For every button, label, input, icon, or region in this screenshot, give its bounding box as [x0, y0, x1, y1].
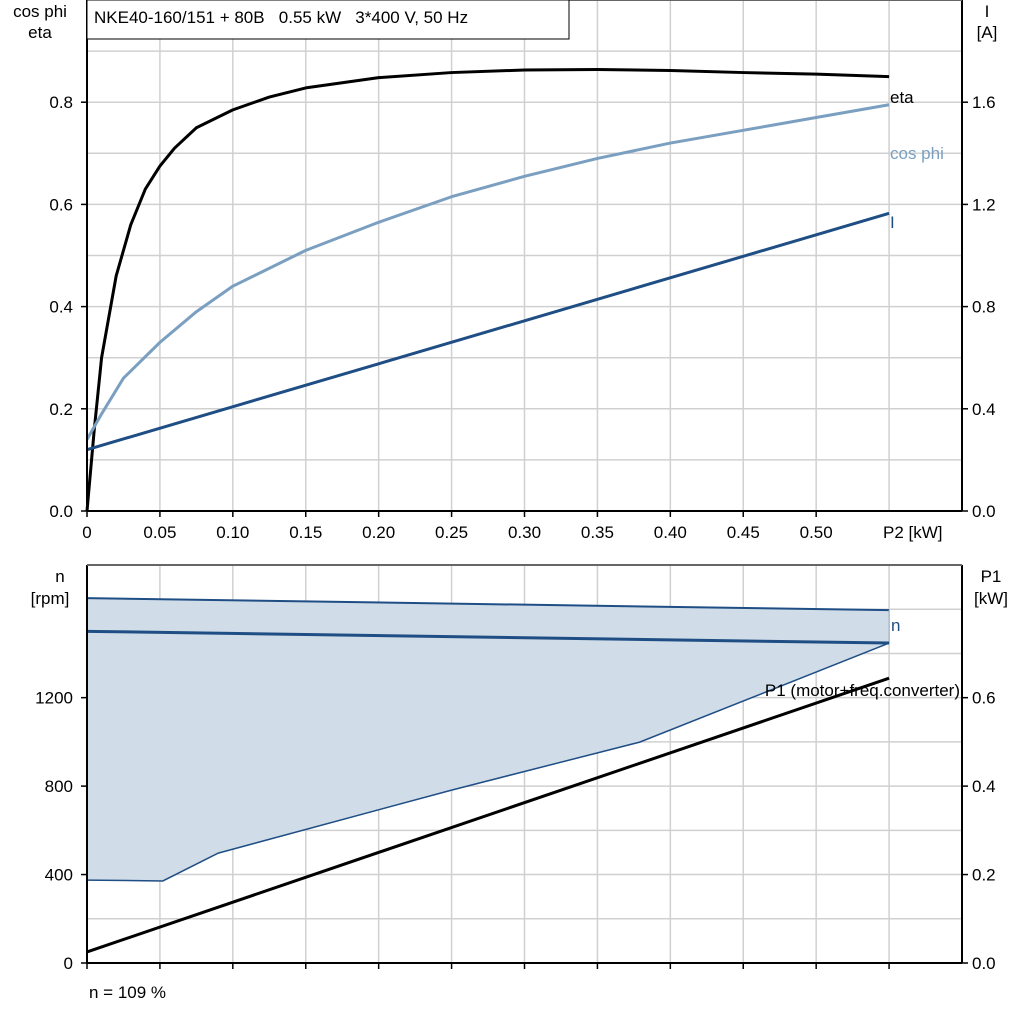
- top-left-axis-label-1: cos phi: [13, 2, 67, 21]
- series-line-speed: [86, 629, 890, 645]
- series-line-cos-phi: [85, 103, 890, 441]
- y-tick-label-right: 0.8: [972, 298, 996, 317]
- speed-band-upper-line: [86, 597, 890, 612]
- series-label-eta: eta: [890, 88, 914, 107]
- series-label-cos-phi: cos phi: [890, 144, 944, 163]
- y-tick-label-left: 0.6: [49, 195, 73, 214]
- y-tick-label-left: 0.0: [49, 502, 73, 521]
- chart-title: NKE40-160/151 + 80B 0.55 kW 3*400 V, 50 …: [94, 8, 468, 27]
- x-tick-label: 0: [82, 523, 91, 542]
- y-tick-label-left: 800: [45, 777, 73, 796]
- series-label-current: I: [890, 213, 895, 232]
- x-tick-label: 0.20: [362, 523, 395, 542]
- footnote-speed: n = 109 %: [89, 983, 166, 1002]
- y-tick-label-left: 0.4: [49, 298, 73, 317]
- series-label-speed: n: [891, 616, 900, 635]
- x-tick-label: 0.25: [435, 523, 468, 542]
- series-line-I: [86, 211, 890, 452]
- x-tick-label: 0.15: [289, 523, 322, 542]
- title-box: [86, 0, 570, 40]
- y-tick-label-right: 0.4: [972, 400, 996, 419]
- x-tick-label: 0.45: [727, 523, 760, 542]
- y-tick-label-right: 0.0: [972, 954, 996, 973]
- bottom-left-axis-label-1: n: [55, 567, 64, 586]
- speed-range-band: [87, 598, 890, 881]
- y-tick-label-left: 400: [45, 866, 73, 885]
- bottom-plot-marks: [86, 597, 890, 954]
- x-tick-label: 0.50: [800, 523, 833, 542]
- top-right-axis-label-1: I: [985, 2, 990, 21]
- top-left-axis-label-2: eta: [28, 23, 52, 42]
- x-tick-label: 0.40: [654, 523, 687, 542]
- x-tick-label: 0.30: [508, 523, 541, 542]
- y-tick-label-left: 0.8: [49, 93, 73, 112]
- labels: NKE40-160/151 + 80B 0.55 kW 3*400 V, 50 …: [13, 0, 1008, 1002]
- series-label-p1: P1 (motor+freq.converter): [765, 681, 960, 700]
- y-tick-label-right: 1.2: [972, 195, 996, 214]
- x-tick-label: 0.05: [143, 523, 176, 542]
- x-tick-label: 0.10: [216, 523, 249, 542]
- series-line-p1: [86, 676, 890, 954]
- bottom-right-axis-label-1: P1: [981, 567, 1002, 586]
- y-tick-label-right: 0.4: [972, 777, 996, 796]
- y-tick-label-left: 0: [64, 954, 73, 973]
- axes: 0.0 0.2 0.4 0.6 0.8 0.0 0.4 0.8 1.2 1.6 0 400 800 120…: [35, 0, 996, 973]
- y-tick-label-right: 0.6: [972, 689, 996, 708]
- y-tick-label-left: 0.2: [49, 400, 73, 419]
- x-tick-label: 0.35: [581, 523, 614, 542]
- y-tick-label-left: 1200: [35, 689, 73, 708]
- top-plot-marks: [85, 67, 890, 512]
- y-tick-label-right: 0.0: [972, 502, 996, 521]
- speed-band-lower-line: [86, 642, 890, 882]
- bottom-right-axis-label-2: [kW]: [974, 589, 1008, 608]
- top-right-axis-label-2: [A]: [977, 23, 998, 42]
- bottom-left-axis-label-2: [rpm]: [31, 589, 70, 608]
- x-axis-label: P2 [kW]: [883, 523, 943, 542]
- series-line-eta: [85, 67, 890, 512]
- y-tick-label-right: 1.6: [972, 93, 996, 112]
- y-tick-label-right: 0.2: [972, 866, 996, 885]
- top-grid: [87, 0, 962, 511]
